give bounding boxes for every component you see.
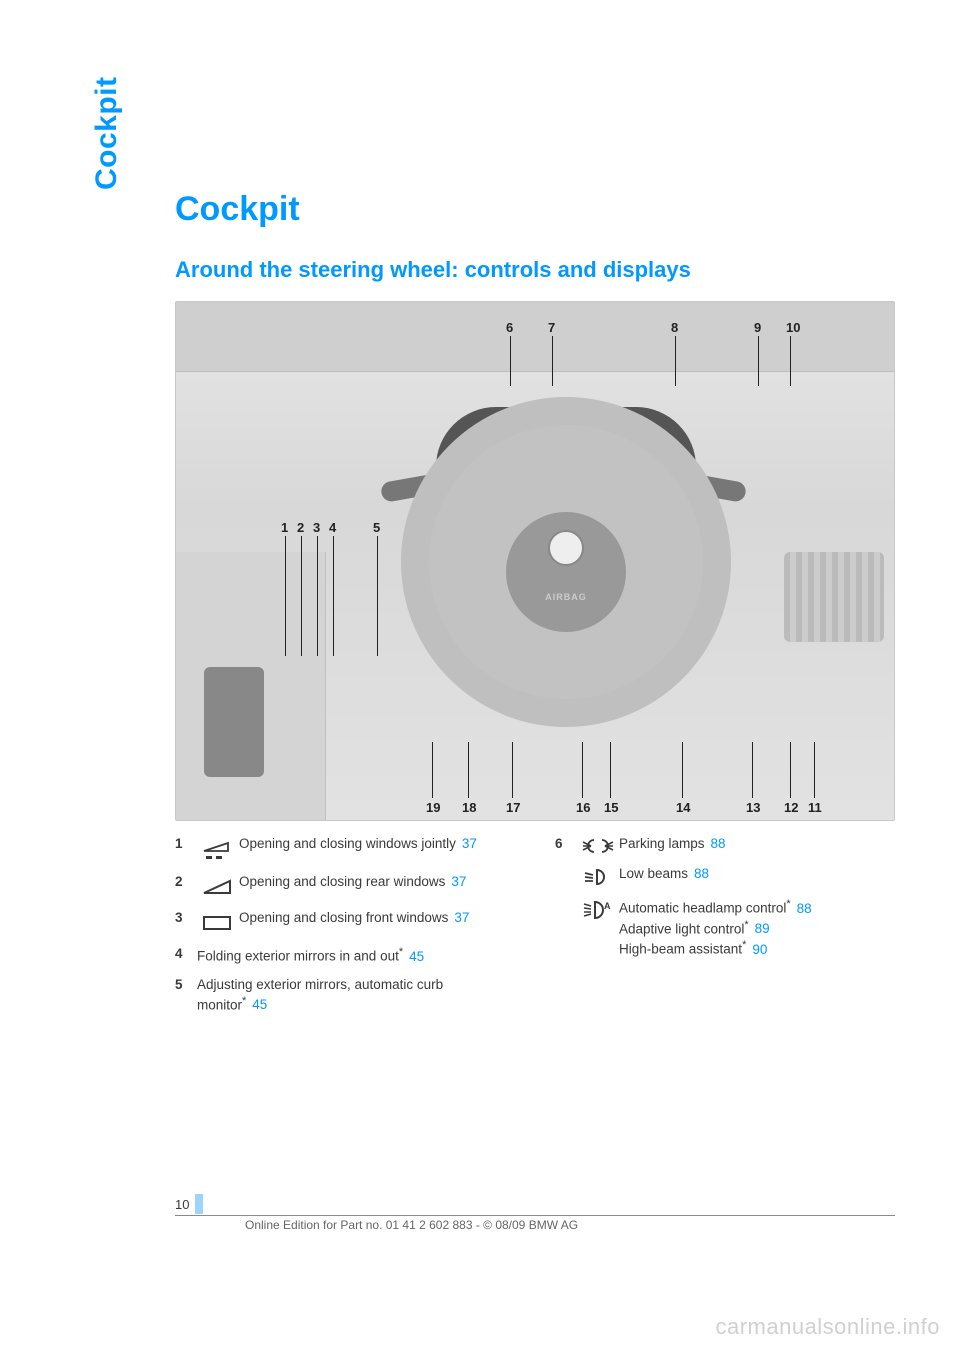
legend-text: Low beams88 [619,865,895,887]
page-number-bar [195,1194,203,1214]
callout-8: 8 [671,320,678,335]
callout-12: 12 [784,800,798,815]
callout-4: 4 [329,520,336,535]
airbag-label: AIRBAG [545,592,587,602]
legend-item-4: 4Folding exterior mirrors in and out*45 [175,945,515,966]
legend-item-2: 2 Opening and closing rear windows37 [175,873,515,899]
page-number-block: 10 [175,1194,203,1214]
section-tab: Cockpit [90,76,124,190]
callout-13: 13 [746,800,760,815]
legend-text: Folding exterior mirrors in and out*45 [197,945,515,966]
legend-item-3: 3 Opening and closing front windows37 [175,909,515,935]
legend-item-6-2: A Automatic headlamp control*88Adaptive l… [555,897,895,959]
legend-item-6-1: Low beams88 [555,865,895,887]
legend-number [555,865,577,887]
legend-number: 2 [175,873,197,899]
callout-1: 1 [281,520,288,535]
bmw-logo [548,530,584,566]
callout-10: 10 [786,320,800,335]
window-rear-icon [197,873,239,899]
legend-number: 1 [175,835,197,863]
legend-right-column: 6 Parking lamps88 Low beams88 A Automatic he… [555,835,895,1025]
legend-text: Adjusting exterior mirrors, automatic cu… [197,976,515,1015]
watermark: carmanualsonline.info [715,1314,940,1340]
legend-item-6-0: 6 Parking lamps88 [555,835,895,855]
page-subtitle: Around the steering wheel: controls and … [175,257,900,283]
windows-all-icon [197,835,239,863]
callout-17: 17 [506,800,520,815]
legend-item-5: 5Adjusting exterior mirrors, automatic c… [175,976,515,1015]
auto-headlamp-icon: A [577,897,619,959]
legend-text: Opening and closing rear windows37 [239,873,515,899]
legend-number: 3 [175,909,197,935]
footer-text: Online Edition for Part no. 01 41 2 602 … [245,1218,578,1232]
air-vent [784,552,884,642]
callout-14: 14 [676,800,690,815]
low-beams-icon [577,865,619,887]
door-switches [204,667,264,777]
legend-number: 5 [175,976,197,1015]
callout-5: 5 [373,520,380,535]
callout-2: 2 [297,520,304,535]
legend: 1 Opening and closing windows jointly37 2 O… [175,835,895,1025]
window-front-icon [197,909,239,935]
callout-9: 9 [754,320,761,335]
callout-6: 6 [506,320,513,335]
parking-lamps-icon [577,835,619,855]
legend-number: 4 [175,945,197,966]
legend-text: Parking lamps88 [619,835,895,855]
callout-7: 7 [548,320,555,335]
callout-11: 11 [808,800,822,815]
page: Cockpit Cockpit Around the steering whee… [0,0,960,1358]
callout-16: 16 [576,800,590,815]
callout-19: 19 [426,800,440,815]
svg-text:A: A [604,901,611,911]
legend-number: 6 [555,835,577,855]
page-title: Cockpit [175,190,900,229]
legend-text: Opening and closing windows jointly37 [239,835,515,863]
legend-number [555,897,577,959]
callout-15: 15 [604,800,618,815]
legend-left-column: 1 Opening and closing windows jointly37 2 O… [175,835,515,1025]
dashboard-top [176,302,894,372]
steering-wheel-hub: AIRBAG [506,512,626,632]
legend-text: Automatic headlamp control*88Adaptive li… [619,897,895,959]
cockpit-figure: AIRBAG 67891012345191817161514131211 [175,301,895,821]
legend-item-1: 1 Opening and closing windows jointly37 [175,835,515,863]
callout-3: 3 [313,520,320,535]
callout-18: 18 [462,800,476,815]
page-number: 10 [175,1197,189,1212]
footer-rule [175,1215,895,1216]
legend-text: Opening and closing front windows37 [239,909,515,935]
